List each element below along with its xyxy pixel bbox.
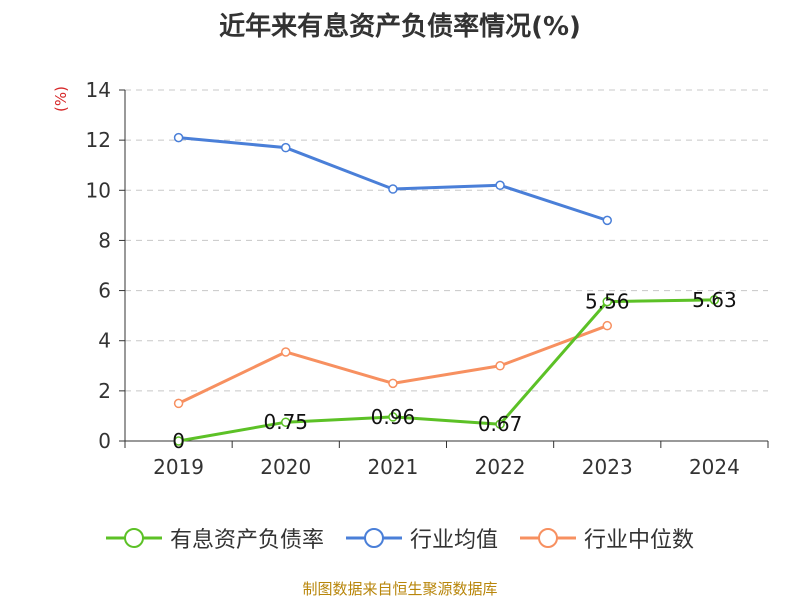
data-point-series-1 bbox=[281, 142, 291, 153]
data-point-series-1 bbox=[388, 184, 398, 194]
data-label: 5.56 bbox=[585, 290, 630, 314]
series-line-2 bbox=[177, 324, 608, 405]
x-tick-label: 2024 bbox=[689, 455, 740, 479]
y-tick-label: 6 bbox=[98, 279, 111, 303]
data-point-series-0 bbox=[281, 417, 291, 427]
legend-circle-industry-median bbox=[538, 528, 558, 548]
y-tick-label: 12 bbox=[86, 128, 111, 152]
x-tick-label: 2019 bbox=[153, 455, 204, 479]
legend-marker-debt-ratio bbox=[105, 528, 162, 548]
data-point-series-0 bbox=[388, 412, 398, 422]
x-tick-label: 2022 bbox=[475, 455, 526, 479]
chart-title: 近年来有息资产负债率情况(%) bbox=[219, 12, 581, 42]
data-point-series-1 bbox=[173, 132, 184, 143]
legend-label-industry-avg: 行业均值 bbox=[409, 528, 498, 553]
legend: 有息资产负债率 行业均值 行业中位数 bbox=[0, 522, 800, 554]
data-point-series-2 bbox=[495, 361, 505, 371]
y-tick-label: 14 bbox=[86, 78, 111, 102]
data-point-series-0 bbox=[173, 436, 184, 446]
legend-label-industry-median: 行业中位数 bbox=[584, 528, 695, 553]
y-tick-label: 4 bbox=[98, 329, 111, 353]
data-label: 5.63 bbox=[692, 288, 737, 312]
data-label: 0.96 bbox=[371, 405, 416, 429]
y-tick-label: 0 bbox=[98, 429, 111, 453]
series-line-1 bbox=[178, 136, 608, 222]
legend-circle-industry-avg bbox=[363, 528, 384, 548]
y-tick-label: 8 bbox=[98, 228, 111, 252]
x-tick-label: 2023 bbox=[582, 455, 633, 479]
data-point-series-2 bbox=[602, 320, 612, 331]
legend-circle-debt-ratio bbox=[123, 528, 144, 548]
data-point-series-1 bbox=[602, 215, 612, 226]
data-point-series-0 bbox=[495, 419, 505, 429]
legend-label-debt-ratio: 有息资产负债率 bbox=[169, 528, 324, 553]
data-label: 0 bbox=[172, 429, 185, 453]
y-tick-label: 2 bbox=[98, 379, 111, 403]
data-label: 0.67 bbox=[478, 412, 523, 436]
data-point-series-2 bbox=[281, 347, 291, 357]
legend-item-industry-avg[interactable]: 行业均值 bbox=[345, 522, 498, 554]
legend-marker-industry-avg bbox=[345, 528, 402, 548]
legend-item-industry-median[interactable]: 行业中位数 bbox=[520, 522, 694, 554]
data-source-note: 制图数据来自恒生聚源数据库 bbox=[302, 580, 498, 598]
data-point-series-2 bbox=[388, 378, 398, 389]
x-tick-label: 2020 bbox=[260, 455, 311, 479]
data-label: 0.75 bbox=[263, 410, 308, 434]
data-point-series-1 bbox=[495, 180, 505, 191]
legend-marker-industry-median bbox=[520, 528, 576, 548]
data-point-series-0 bbox=[602, 296, 612, 307]
x-tick-label: 2021 bbox=[367, 455, 418, 479]
data-point-series-0 bbox=[709, 295, 720, 305]
series-line-0 bbox=[178, 298, 715, 443]
legend-item-debt-ratio[interactable]: 有息资产负债率 bbox=[105, 522, 324, 554]
data-point-series-2 bbox=[173, 398, 184, 409]
y-tick-label: 10 bbox=[86, 178, 111, 202]
